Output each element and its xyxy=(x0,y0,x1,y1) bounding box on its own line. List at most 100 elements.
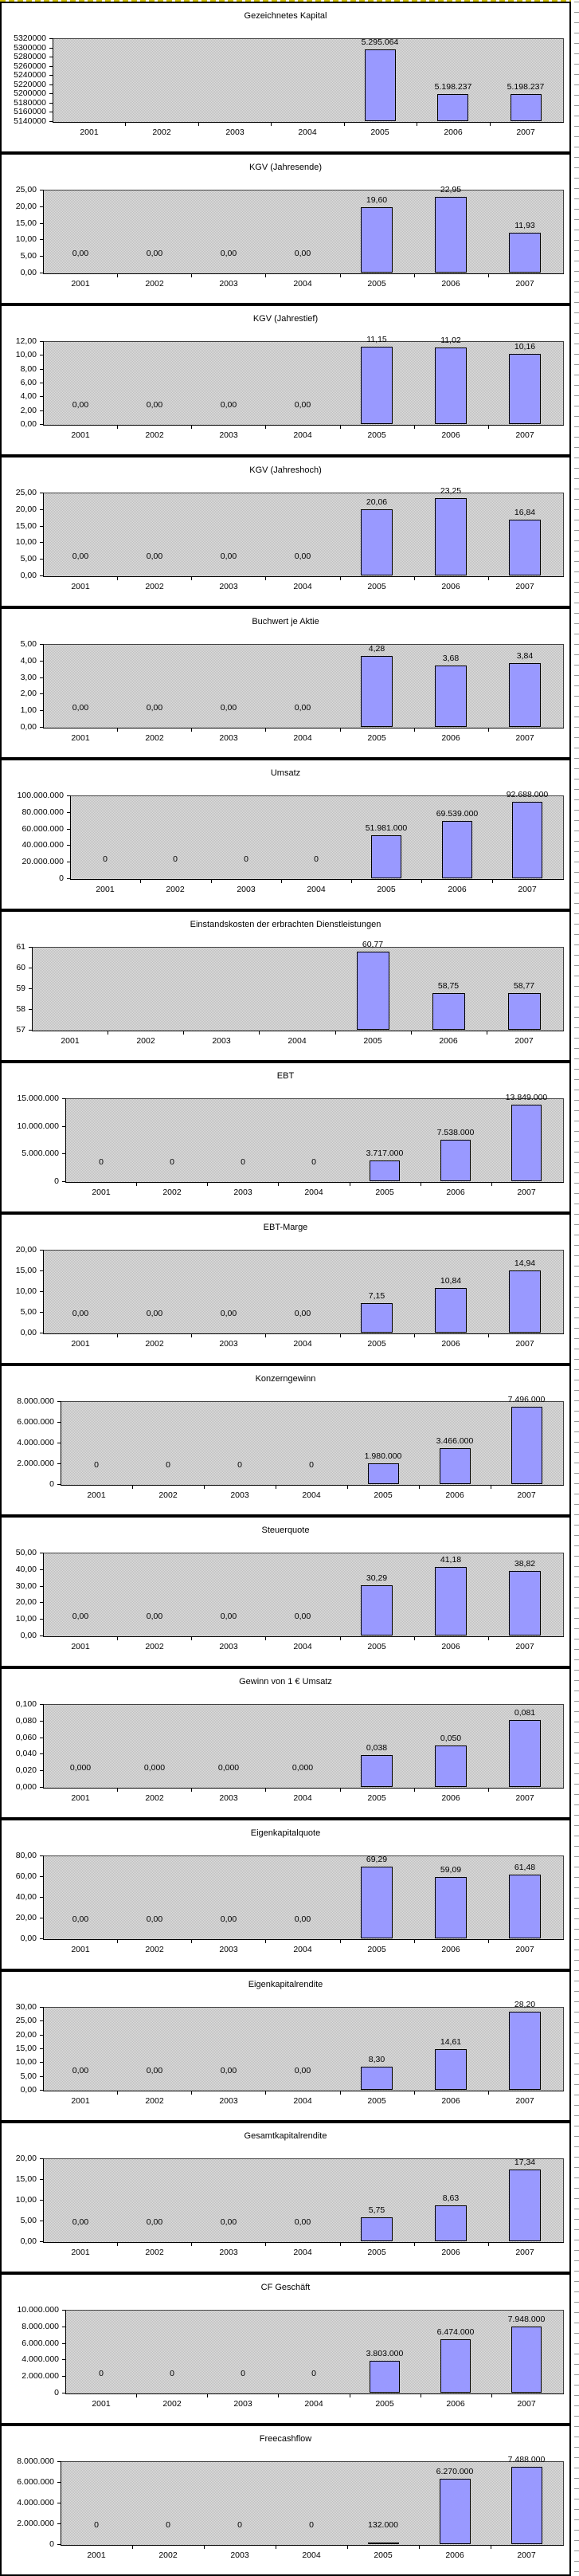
x-tick-label: 2004 xyxy=(293,1793,312,1803)
x-tick-mark xyxy=(414,1940,415,1943)
bar xyxy=(509,1270,541,1333)
bar-value-label: 51.981.000 xyxy=(365,823,408,833)
x-tick-mark xyxy=(340,1637,341,1640)
bar-value-label: 8,30 xyxy=(368,2055,385,2064)
x-tick-mark xyxy=(198,123,199,126)
x-tick-mark xyxy=(117,1789,118,1792)
y-tick-label: 3,00 xyxy=(20,673,37,682)
bar-value-label: 5.198.237 xyxy=(507,82,545,92)
bar-value-label: 0 xyxy=(94,1460,99,1470)
x-tick-mark xyxy=(265,1940,266,1943)
bar-value-label: 0 xyxy=(237,1460,242,1470)
chart-panel-2: KGV (Jahresende) 25,00 20,00 15,00 10,00 5,00… xyxy=(0,153,571,304)
chart-panel-4: KGV (Jahreshoch) 25,00 20,00 15,00 10,00 5,00… xyxy=(0,456,571,607)
y-tick-label: 60,00 xyxy=(15,1871,37,1881)
x-tick-label: 2003 xyxy=(237,885,256,894)
y-tick-label: 10,00 xyxy=(15,537,37,547)
x-tick-label: 2002 xyxy=(145,733,164,743)
x-tick-label: 2004 xyxy=(304,1188,323,1197)
x-tick-label: 2002 xyxy=(145,1339,164,1349)
y-tick-label: 5300000 xyxy=(14,43,46,53)
bar-value-label: 11,93 xyxy=(514,221,535,230)
x-tick-mark xyxy=(265,2243,266,2246)
y-tick-label: 20.000.000 xyxy=(22,857,64,866)
x-tick-label: 2003 xyxy=(219,2096,238,2106)
x-tick-mark xyxy=(117,2243,118,2246)
x-axis-line xyxy=(43,1636,564,1637)
x-tick-mark xyxy=(488,274,489,277)
y-tick-label: 20,00 xyxy=(15,1245,37,1255)
y-tick-mark xyxy=(40,1787,43,1788)
bar xyxy=(435,348,467,424)
y-tick-mark xyxy=(40,1704,43,1705)
x-tick-mark xyxy=(335,1031,336,1035)
y-tick-mark xyxy=(40,644,43,645)
y-tick-mark xyxy=(40,239,43,240)
chart-panel-1: Gezeichnetes Kapital 5320000 5300000 528000… xyxy=(0,2,571,153)
bar-value-label: 0 xyxy=(94,2520,99,2530)
x-tick-mark xyxy=(117,1334,118,1337)
x-tick-label: 2001 xyxy=(80,128,99,137)
y-tick-label: 2.000.000 xyxy=(22,2371,59,2381)
bar-value-label: 0,00 xyxy=(294,2217,311,2227)
y-tick-mark xyxy=(40,2035,43,2036)
y-tick-label: 2,00 xyxy=(20,689,37,698)
bar xyxy=(509,1571,541,1636)
y-tick-mark xyxy=(40,710,43,711)
chart-title: KGV (Jahreshoch) xyxy=(249,465,322,475)
x-tick-mark xyxy=(340,2243,341,2246)
bar-value-label: 0,00 xyxy=(294,703,311,713)
bar-value-label: 0,00 xyxy=(294,2066,311,2075)
y-tick-mark xyxy=(40,1586,43,1587)
y-tick-label: 15,00 xyxy=(15,2174,37,2184)
x-tick-label: 2004 xyxy=(293,279,312,289)
y-tick-mark xyxy=(67,795,70,796)
bar-value-label: 0,00 xyxy=(72,1914,89,1924)
y-tick-label: 25,00 xyxy=(15,488,37,497)
x-tick-mark xyxy=(414,274,415,277)
y-tick-label: 5220000 xyxy=(14,80,46,89)
y-tick-label: 5,00 xyxy=(20,251,37,261)
x-tick-label: 2002 xyxy=(136,1036,155,1046)
x-tick-label: 2006 xyxy=(446,2399,465,2409)
bar-value-label: 7.496.000 xyxy=(507,1395,546,1404)
bar xyxy=(370,2361,400,2393)
y-tick-label: 0,00 xyxy=(20,419,37,429)
x-tick-label: 2007 xyxy=(517,1188,536,1197)
bar-value-label: 0,081 xyxy=(514,1708,536,1718)
y-tick-label: 0,000 xyxy=(15,1782,37,1792)
x-tick-label: 2003 xyxy=(230,2550,249,2560)
x-axis-line xyxy=(43,1333,564,1334)
chart-title: CF Geschäft xyxy=(260,2283,311,2292)
y-axis-line xyxy=(70,795,71,880)
y-axis-line xyxy=(43,1250,44,1334)
bar-value-label: 0 xyxy=(309,2520,314,2530)
bar xyxy=(509,2170,541,2241)
y-tick-mark xyxy=(40,1291,43,1292)
bar xyxy=(370,1160,400,1181)
bar xyxy=(435,1288,467,1333)
x-tick-label: 2004 xyxy=(293,1339,312,1349)
x-tick-label: 2001 xyxy=(71,1642,90,1651)
x-tick-label: 2004 xyxy=(293,1642,312,1651)
bar-value-label: 5.295.064 xyxy=(361,37,399,47)
x-tick-mark xyxy=(191,1334,192,1337)
bar-value-label: 0,00 xyxy=(72,2066,89,2075)
x-tick-mark xyxy=(340,274,341,277)
y-axis-line xyxy=(43,2007,44,2091)
x-tick-mark xyxy=(488,1637,489,1640)
x-tick-label: 2007 xyxy=(515,2096,534,2106)
x-tick-label: 2001 xyxy=(92,2399,111,2409)
bar-value-label: 0 xyxy=(170,2369,174,2378)
y-tick-label: 0 xyxy=(49,1479,54,1489)
x-tick-mark xyxy=(340,577,341,580)
y-tick-label: 0 xyxy=(59,874,64,883)
bar-value-label: 3.717.000 xyxy=(366,1149,404,1158)
plot-area xyxy=(43,1704,564,1789)
x-tick-mark xyxy=(488,577,489,580)
x-tick-label: 2003 xyxy=(219,1945,238,1954)
bar-value-label: 0,00 xyxy=(220,1914,237,1924)
chart-title: EBT xyxy=(276,1071,295,1081)
bar-value-label: 0,00 xyxy=(220,1309,237,1318)
x-axis-line xyxy=(70,879,564,880)
